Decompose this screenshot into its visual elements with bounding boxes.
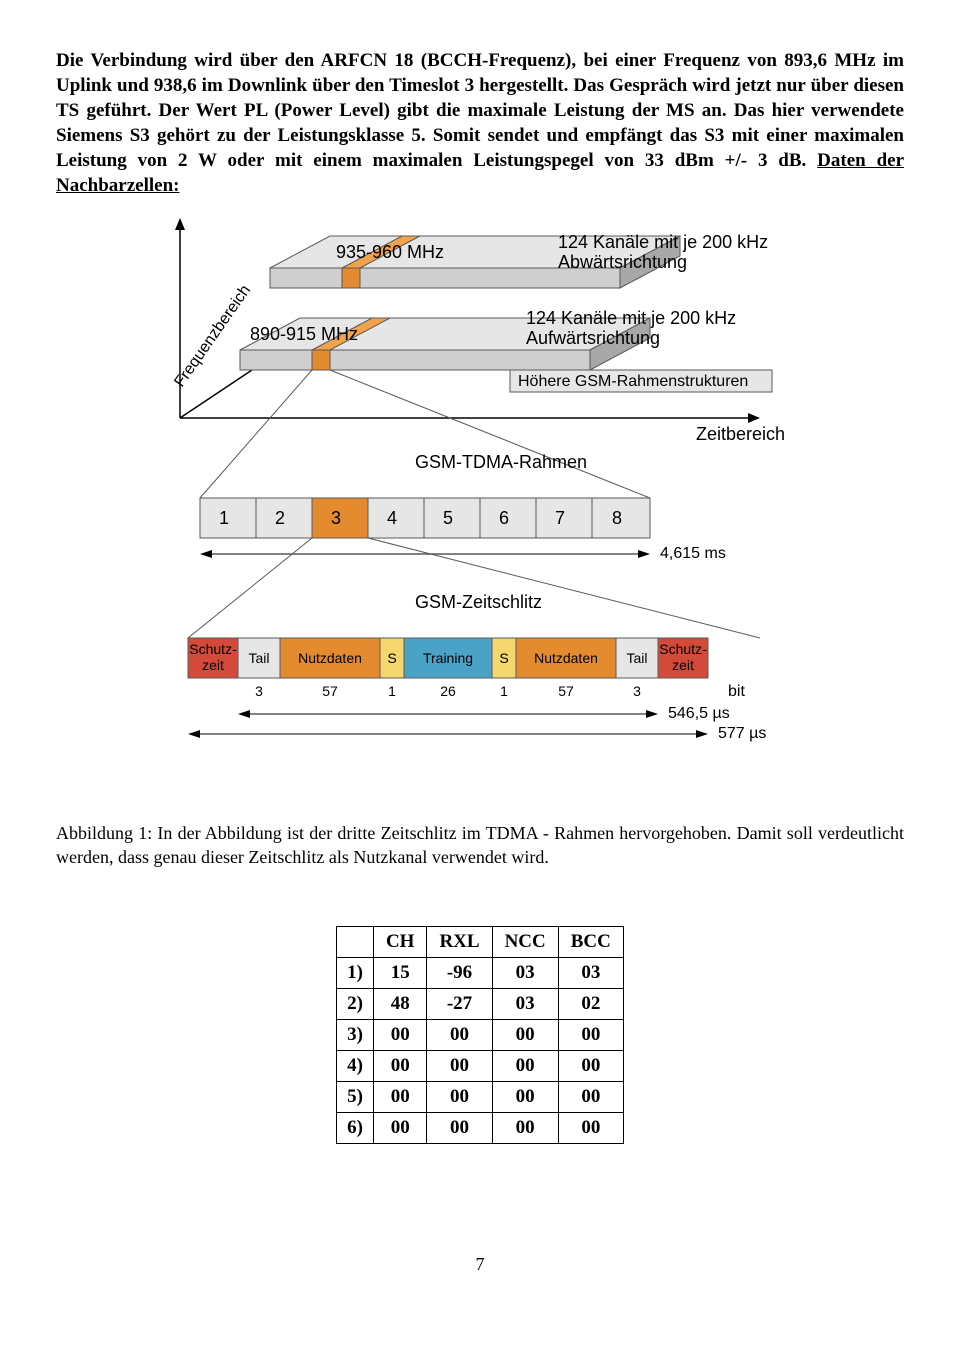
table-cell: 00 bbox=[558, 1081, 623, 1112]
table-cell: 02 bbox=[558, 988, 623, 1019]
svg-text:Nutzdaten: Nutzdaten bbox=[298, 650, 362, 666]
slot-4: 4 bbox=[387, 508, 397, 528]
svg-text:Tail: Tail bbox=[626, 650, 647, 666]
frame-duration: 4,615 ms bbox=[660, 545, 726, 562]
bit-label: bit bbox=[728, 683, 745, 700]
table-cell: 4) bbox=[337, 1050, 374, 1081]
slot-1: 1 bbox=[219, 508, 229, 528]
freq-axis-label: Frequenzbereich bbox=[171, 283, 254, 391]
uplink-band: 890-915 MHz bbox=[250, 324, 358, 344]
table-cell: -27 bbox=[427, 988, 492, 1019]
table-cell: 00 bbox=[558, 1050, 623, 1081]
time-axis-label: Zeitbereich bbox=[696, 424, 785, 444]
burst-structure: Schutz- zeit Tail Nutzdaten S Training S… bbox=[188, 638, 745, 700]
paragraph-1: Die Verbindung wird über den ARFCN 18 (B… bbox=[56, 48, 904, 198]
table-header-row: CH RXL NCC BCC bbox=[337, 926, 624, 957]
table-cell: 2) bbox=[337, 988, 374, 1019]
table-cell: 3) bbox=[337, 1019, 374, 1050]
neighbour-cell-table: CH RXL NCC BCC 1)15-9603032)48-2703023)0… bbox=[336, 926, 624, 1144]
table-cell: 00 bbox=[373, 1112, 427, 1143]
slot-7: 7 bbox=[555, 508, 565, 528]
svg-text:3: 3 bbox=[633, 683, 641, 699]
uplink-desc3: Höhere GSM-Rahmenstrukturen bbox=[518, 373, 748, 390]
frame-label: GSM-TDMA-Rahmen bbox=[415, 452, 587, 472]
svg-text:57: 57 bbox=[558, 683, 574, 699]
svg-text:Nutzdaten: Nutzdaten bbox=[534, 650, 598, 666]
slot-8: 8 bbox=[612, 508, 622, 528]
downlink-desc1: 124 Kanäle mit je 200 kHz bbox=[558, 232, 768, 252]
col-ch: CH bbox=[373, 926, 427, 957]
table-cell: 00 bbox=[492, 1081, 558, 1112]
svg-text:3: 3 bbox=[255, 683, 263, 699]
col-ncc: NCC bbox=[492, 926, 558, 957]
table-cell: 6) bbox=[337, 1112, 374, 1143]
table-cell: 5) bbox=[337, 1081, 374, 1112]
svg-text:S: S bbox=[499, 650, 508, 666]
svg-text:Training: Training bbox=[423, 650, 473, 666]
svg-text:Schutz-: Schutz- bbox=[659, 641, 707, 657]
tdma-frame: 1 2 3 4 5 6 7 8 bbox=[200, 498, 650, 538]
table-row: 5)00000000 bbox=[337, 1081, 624, 1112]
paragraph-1-main: Die Verbindung wird über den ARFCN 18 (B… bbox=[56, 50, 904, 171]
svg-text:Schutz-: Schutz- bbox=[189, 641, 237, 657]
svg-text:zeit: zeit bbox=[202, 657, 224, 673]
svg-text:1: 1 bbox=[500, 683, 508, 699]
table-cell: 00 bbox=[492, 1112, 558, 1143]
slot-2: 2 bbox=[275, 508, 285, 528]
col-rxl: RXL bbox=[427, 926, 492, 957]
svg-text:1: 1 bbox=[388, 683, 396, 699]
col-bcc: BCC bbox=[558, 926, 623, 957]
burst-dur2: 577 µs bbox=[718, 725, 766, 742]
table-row: 6)00000000 bbox=[337, 1112, 624, 1143]
slot-3: 3 bbox=[331, 508, 341, 528]
uplink-desc1: 124 Kanäle mit je 200 kHz bbox=[526, 308, 736, 328]
table-cell: 1) bbox=[337, 957, 374, 988]
svg-text:S: S bbox=[387, 650, 396, 666]
col-blank bbox=[337, 926, 374, 957]
downlink-desc2: Abwärtsrichtung bbox=[558, 252, 687, 272]
slot-label: GSM-Zeitschlitz bbox=[415, 592, 542, 612]
uplink-desc2: Aufwärtsrichtung bbox=[526, 328, 660, 348]
downlink-band: 935-960 MHz bbox=[336, 242, 444, 262]
table-cell: 00 bbox=[558, 1112, 623, 1143]
burst-dur1: 546,5 µs bbox=[668, 705, 730, 722]
table-cell: 00 bbox=[492, 1019, 558, 1050]
table-cell: 00 bbox=[492, 1050, 558, 1081]
table-cell: 00 bbox=[373, 1019, 427, 1050]
svg-text:57: 57 bbox=[322, 683, 338, 699]
slot-5: 5 bbox=[443, 508, 453, 528]
table-cell: 00 bbox=[558, 1019, 623, 1050]
table-row: 3)00000000 bbox=[337, 1019, 624, 1050]
table-cell: 03 bbox=[492, 988, 558, 1019]
table-row: 1)15-960303 bbox=[337, 957, 624, 988]
table-cell: 00 bbox=[373, 1081, 427, 1112]
table-cell: 48 bbox=[373, 988, 427, 1019]
table-cell: 00 bbox=[427, 1081, 492, 1112]
page-number: 7 bbox=[56, 1254, 904, 1275]
table-row: 4)00000000 bbox=[337, 1050, 624, 1081]
table-cell: 03 bbox=[558, 957, 623, 988]
table-cell: 15 bbox=[373, 957, 427, 988]
figure-caption: Abbildung 1: In der Abbildung ist der dr… bbox=[56, 822, 904, 870]
slot-6: 6 bbox=[499, 508, 509, 528]
svg-text:Tail: Tail bbox=[248, 650, 269, 666]
svg-text:zeit: zeit bbox=[672, 657, 694, 673]
table-cell: 00 bbox=[427, 1019, 492, 1050]
table-cell: 00 bbox=[373, 1050, 427, 1081]
table-cell: 03 bbox=[492, 957, 558, 988]
table-cell: 00 bbox=[427, 1050, 492, 1081]
table-cell: 00 bbox=[427, 1112, 492, 1143]
table-cell: -96 bbox=[427, 957, 492, 988]
svg-text:26: 26 bbox=[440, 683, 456, 699]
table-row: 2)48-270302 bbox=[337, 988, 624, 1019]
gsm-tdma-figure: Frequenzbereich Zeitbereich 935-960 MHz … bbox=[140, 218, 820, 778]
